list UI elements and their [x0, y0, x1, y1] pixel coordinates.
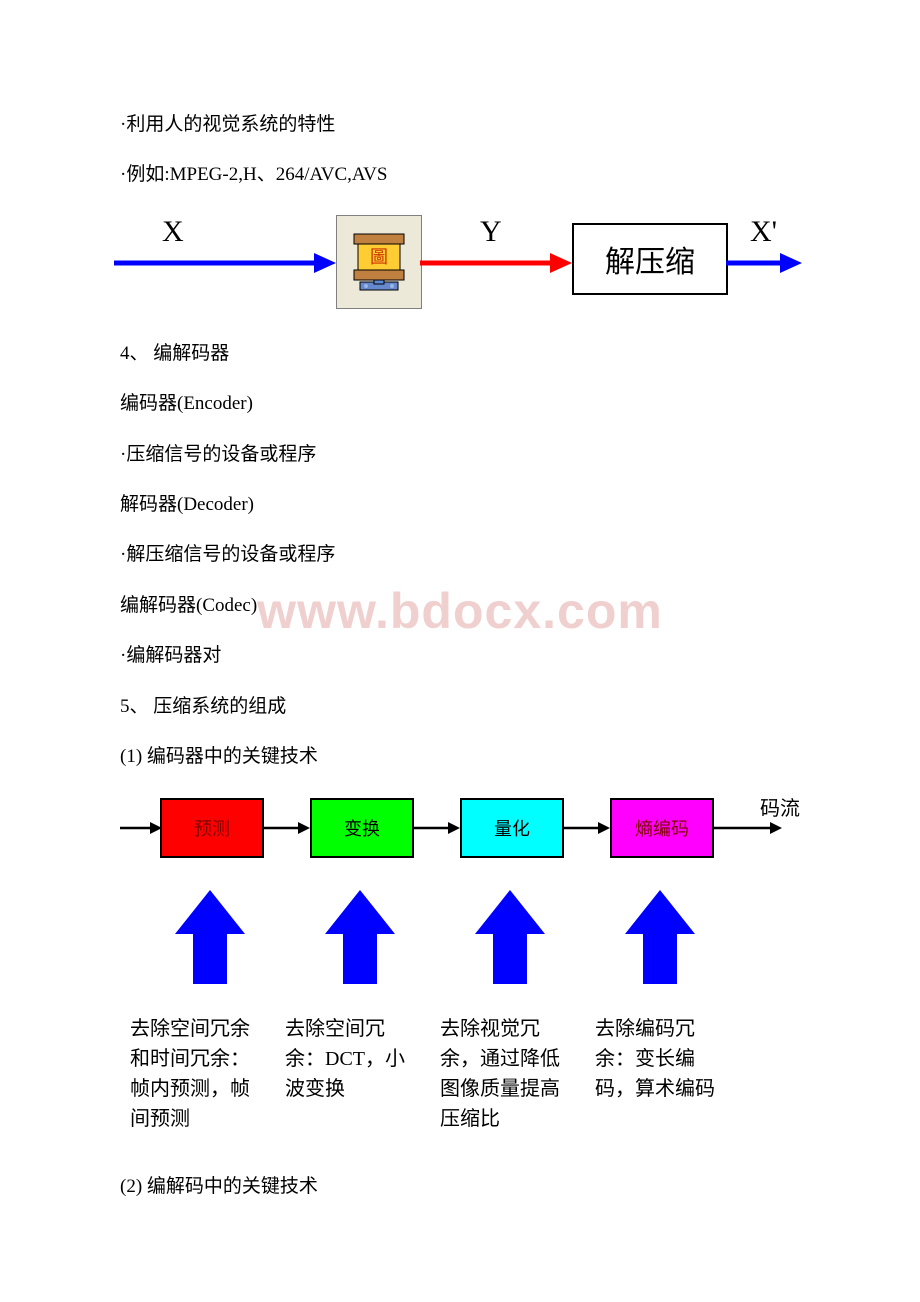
x-input-label: X — [162, 215, 184, 249]
compression-pipeline-diagram: X 圖 Y — [114, 211, 794, 321]
svg-text:圖: 圖 — [370, 247, 388, 267]
body-text: ·利用人的视觉系统的特性 — [120, 110, 800, 140]
body-text: ·编解码器对 — [120, 641, 800, 671]
arrow-up-icon — [175, 890, 245, 984]
body-text: ·压缩信号的设备或程序 — [120, 440, 800, 470]
arrow-up-icon — [625, 890, 695, 984]
body-text: 4、 编解码器 — [120, 339, 800, 369]
decompressor-block: 解压缩 — [572, 223, 728, 295]
arrow-right-icon — [114, 251, 336, 275]
stage-caption: 去除视觉冗余，通过降低图像质量提高压缩比 — [440, 1014, 575, 1134]
body-text: ·例如:MPEG-2,H、264/AVC,AVS — [120, 160, 800, 190]
body-text: 5、 压缩系统的组成 — [120, 692, 800, 722]
arrow-up-icon — [475, 890, 545, 984]
stage-caption: 去除编码冗余：变长编码，算术编码 — [595, 1014, 730, 1104]
body-text: (1) 编码器中的关键技术 — [120, 742, 800, 772]
body-text: (2) 编解码中的关键技术 — [120, 1172, 800, 1202]
compress-icon: 圖 — [352, 232, 406, 292]
body-text: 编码器(Encoder) — [120, 389, 800, 419]
stage-caption: 去除空间冗余和时间冗余：帧内预测，帧间预测 — [130, 1014, 265, 1134]
body-text: ·解压缩信号的设备或程序 — [120, 540, 800, 570]
stage-caption: 去除空间冗余：DCT，小波变换 — [285, 1014, 420, 1104]
stage-box-predict: 预测 — [160, 798, 264, 858]
body-text: 编解码器(Codec) — [120, 591, 800, 621]
encoder-stages-diagram: 码流 预测 变换 量化 熵编码 去除空间冗余和时间冗余：帧内预测，帧间预测 去除… — [120, 792, 810, 1152]
stage-box-quantize: 量化 — [460, 798, 564, 858]
arrow-up-icon — [325, 890, 395, 984]
stage-box-transform: 变换 — [310, 798, 414, 858]
compressor-block: 圖 — [336, 215, 422, 309]
arrow-right-icon — [420, 251, 572, 275]
xprime-output-label: X' — [750, 215, 777, 249]
arrow-right-icon — [726, 251, 802, 275]
body-text: 解码器(Decoder) — [120, 490, 800, 520]
stage-box-entropy: 熵编码 — [610, 798, 714, 858]
y-output-label: Y — [480, 215, 502, 249]
bitstream-label: 码流 — [760, 792, 800, 821]
